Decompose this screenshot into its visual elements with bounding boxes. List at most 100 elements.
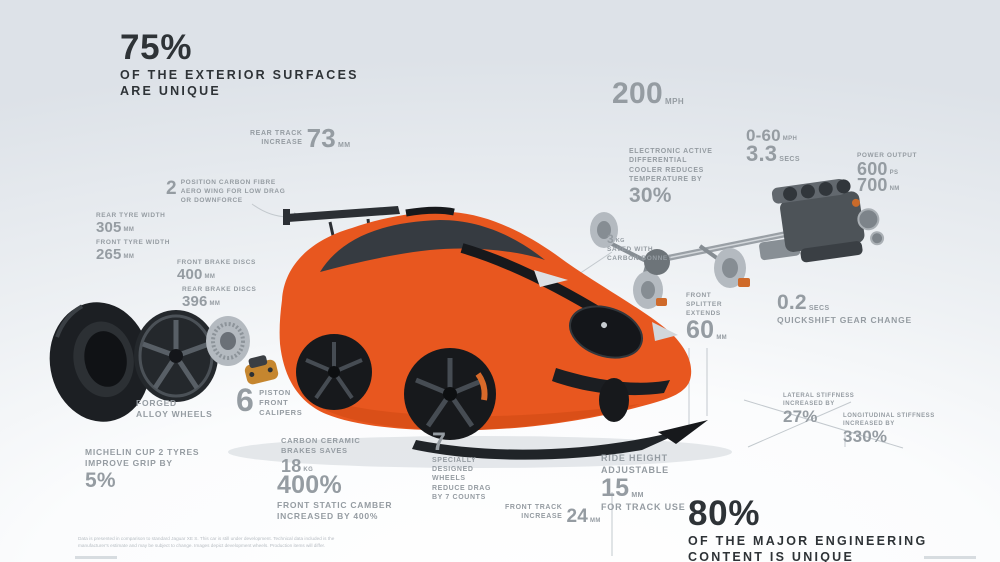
longitudinal-value: 330% [843, 427, 888, 447]
front-brake-disc [714, 248, 750, 288]
camber-value: 400% [277, 471, 342, 499]
rear-tyre-label: REAR TYRE WIDTH [96, 212, 166, 219]
forged-line2: ALLOY WHEELS [136, 409, 213, 420]
longitudinal-line1: LONGITUDINAL STIFFNESS [843, 413, 935, 419]
ride-height-line2: ADJUSTABLE [601, 465, 669, 476]
power-nm-unit: NM [889, 186, 900, 193]
splitter-line3: EXTENDS [686, 309, 721, 317]
rear-brake-disc-left [590, 212, 618, 248]
front-splitter [412, 423, 702, 460]
label-forged-wheels: FORGED ALLOY WHEELS [136, 398, 213, 421]
camber-line1: FRONT STATIC CAMBER [277, 499, 393, 510]
stat-quickshift: 0.2 SECS QUICKSHIFT GEAR CHANGE [777, 292, 912, 326]
disclaimer-text: Data is presented in comparison to stand… [78, 536, 334, 550]
wheels-drag-line4: REDUCE DRAG [432, 484, 492, 492]
stat-rear-brake-discs: REAR BRAKE DISCS 396 MM [182, 286, 256, 308]
aero-wing-value: 2 [166, 178, 177, 199]
power-ps-unit: PS [889, 169, 899, 176]
front-track-value: 24 [566, 505, 588, 527]
front-discs-value: 400 [177, 265, 203, 283]
lateral-line2: INCREASED BY [783, 401, 835, 408]
disclaimer-line1: Data is presented in comparison to stand… [78, 536, 335, 542]
front-tyre-value: 265 [96, 245, 122, 263]
front-caliper-accent [475, 372, 488, 401]
stat-michelin: MICHELIN CUP 2 TYRES IMPROVE GRIP BY 5% [85, 447, 199, 491]
rear-track-label1: REAR TRACK [250, 129, 303, 137]
front-caliper [738, 278, 750, 287]
wheels-drag-line2: DESIGNED [432, 465, 474, 473]
rear-wheel [296, 334, 372, 410]
forged-line1: FORGED [136, 398, 177, 408]
diff-line3: COOLER REDUCES [629, 166, 704, 174]
rear-discs-value: 396 [182, 292, 208, 310]
stat-ride-height: RIDE HEIGHT ADJUSTABLE 15 MM FOR TRACK U… [601, 452, 686, 513]
wheels-drag-value: 7 [432, 428, 447, 456]
aero-wing-line2: AERO WING FOR LOW DRAG [180, 187, 286, 195]
footer-value: 80% [688, 494, 761, 533]
car-body-shade [300, 392, 640, 430]
wheels-drag-line1: SPECIALLY [432, 456, 477, 464]
front-track-unit: MM [590, 517, 601, 524]
exploded-brake-disc [206, 316, 250, 366]
accel-value: 3.3 [746, 141, 778, 167]
michelin-line1: MICHELIN CUP 2 TYRES [85, 447, 200, 457]
top-speed-unit: MPH [664, 97, 685, 106]
header-sub2: ARE UNIQUE [120, 83, 221, 98]
front-discs-unit: MM [204, 274, 216, 281]
footer-stat-80: 80% OF THE MAJOR ENGINEERING CONTENT IS … [688, 494, 927, 562]
roof-stripe [405, 206, 455, 217]
exploded-tyre [49, 302, 151, 422]
stat-aero-wing: 2 POSITION CARBON FIBRE AERO WING FOR LO… [166, 179, 285, 205]
power-nm-value: 700 [857, 174, 888, 195]
pulley-small [870, 231, 885, 246]
engine-illustration [759, 178, 885, 263]
stat-differential: ELECTRONIC ACTIVE DIFFERENTIAL COOLER RE… [629, 147, 713, 206]
carbon-line1: CARBON CERAMIC [281, 436, 361, 445]
stat-splitter: FRONT SPLITTER EXTENDS 60 MM [686, 292, 727, 343]
bonnet-line2: CARBON BONNET [607, 254, 673, 262]
car-illustration [279, 206, 708, 460]
stat-front-tyre: FRONT TYRE WIDTH 265 MM [96, 239, 170, 261]
exploded-wheel-parts [49, 302, 279, 422]
rear-discs-unit: MM [209, 301, 221, 308]
aero-wing-line1: POSITION CARBON FIBRE [180, 179, 276, 186]
calipers-line2: FRONT [259, 398, 289, 408]
header-sub1: OF THE EXTERIOR SURFACES [120, 67, 359, 82]
rear-caliper [656, 298, 667, 306]
ride-height-line1: RIDE HEIGHT [601, 453, 668, 463]
exploded-brake-caliper [244, 355, 279, 385]
rear-track-value: 73 [306, 123, 337, 153]
front-track-label2: INCREASE [521, 513, 563, 521]
wheels-drag-line5: BY 7 COUNTS [432, 494, 486, 502]
calipers-line3: CALIPERS [259, 408, 303, 418]
carbon-value: 18 [281, 456, 302, 477]
rear-tyre-value: 305 [96, 218, 122, 236]
stat-camber: 400% FRONT STATIC CAMBER INCREASED BY 40… [277, 471, 393, 522]
print-mark-left [75, 556, 117, 559]
rear-track-unit: MM [338, 142, 351, 150]
rear-track-label2: INCREASE [261, 138, 303, 146]
diff-line4: TEMPERATURE BY [629, 176, 703, 184]
stiffness-lines [743, 399, 904, 449]
bonnet-unit: KG [615, 237, 625, 244]
car-body [279, 211, 692, 431]
differential-housing [644, 249, 670, 275]
stat-front-track: FRONT TRACK INCREASE 24 MM [505, 503, 601, 527]
michelin-value: 5% [85, 468, 116, 492]
aero-wing-line3: OR DOWNFORCE [180, 196, 243, 204]
stat-acceleration: 0-60 MPH 3.3 SECS [746, 127, 800, 167]
drivetrain-illustration [590, 178, 885, 309]
header-stat-75: 75% OF THE EXTERIOR SURFACES ARE UNIQUE [120, 30, 359, 99]
car-windows [320, 220, 545, 272]
stat-lateral: LATERAL STIFFNESS INCREASED BY 27% [783, 392, 854, 425]
stat-carbon-brakes: CARBON CERAMIC BRAKES SAVES 18 KG [281, 436, 361, 477]
splitter-line2: SPLITTER [686, 300, 723, 308]
stat-longitudinal: LONGITUDINAL STIFFNESS INCREASED BY 330% [843, 412, 935, 447]
jaguar-badge [601, 322, 608, 329]
diff-value: 30% [629, 183, 672, 207]
pulley-large [857, 208, 880, 231]
ride-height-unit: MM [631, 491, 644, 499]
quickshift-line: QUICKSHIFT GEAR CHANGE [777, 314, 912, 325]
stat-rear-tyre: REAR TYRE WIDTH 305 MM [96, 212, 165, 234]
